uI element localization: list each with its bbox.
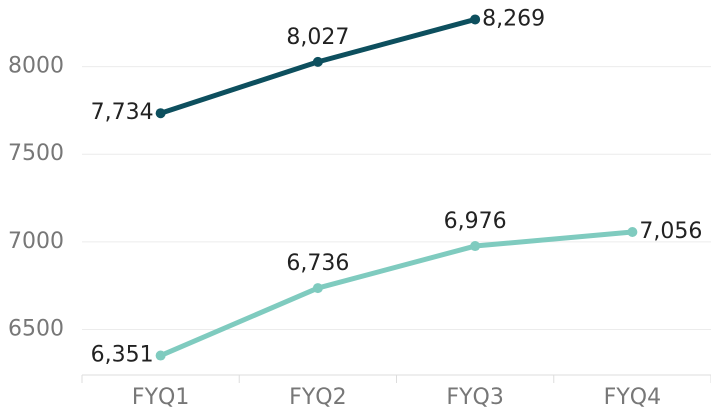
point (312, 56, 323, 67)
y-tick-label: 7000 (8, 229, 64, 254)
point (470, 14, 481, 25)
x-tick-label: FYQ2 (289, 385, 346, 410)
data-label: 8,027 (286, 25, 349, 50)
y-tick-label: 8000 (8, 54, 64, 79)
x-tick-label: FYQ4 (604, 385, 661, 410)
data-label: 6,736 (286, 251, 349, 276)
point (155, 108, 166, 119)
data-label: 8,269 (482, 6, 545, 31)
y-tick-label: 7500 (8, 141, 64, 166)
series-line (159, 229, 633, 358)
data-label: 7,056 (639, 219, 702, 244)
data-label: 6,976 (444, 209, 507, 234)
x-tick-label: FYQ1 (132, 385, 189, 410)
data-label: 6,351 (91, 343, 154, 368)
y-tick-label: 6500 (8, 316, 64, 341)
point (312, 283, 323, 294)
point (155, 350, 166, 361)
x-tick-label: FYQ3 (446, 385, 503, 410)
point (627, 227, 638, 238)
data-label: 7,734 (91, 100, 154, 125)
point (470, 241, 481, 252)
